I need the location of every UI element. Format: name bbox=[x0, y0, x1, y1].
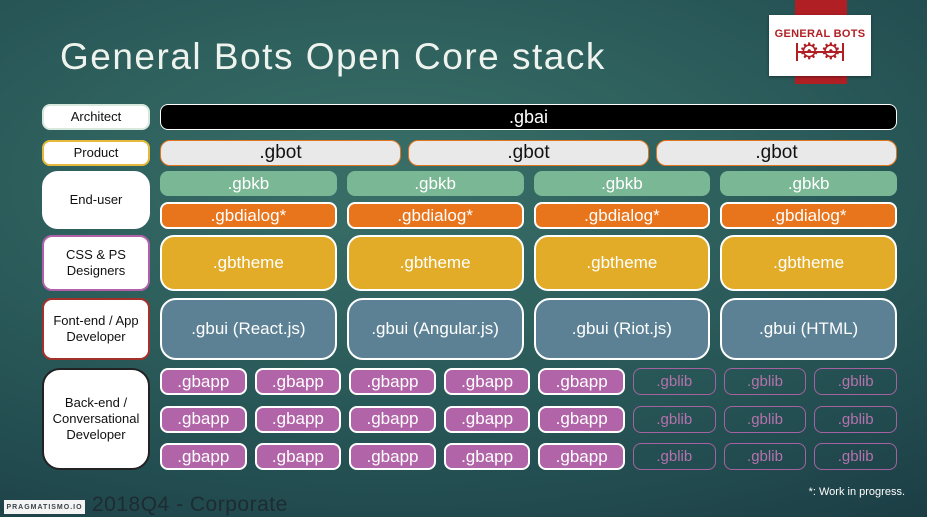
row-content-frontend-developer: .gbui (React.js) .gbui (Angular.js) .gbu… bbox=[160, 298, 897, 360]
gbapp-box: .gbapp bbox=[349, 368, 436, 395]
row-architect: Architect .gbai bbox=[42, 104, 897, 130]
gbkb-box: .gbkb bbox=[533, 171, 711, 196]
gbui-box: .gbui (HTML) bbox=[720, 298, 897, 360]
gear-icon: ⚙ bbox=[798, 38, 820, 65]
gbapp-box: .gbapp bbox=[349, 405, 436, 433]
gblib-box: .gblib bbox=[632, 443, 716, 470]
gbapp-box: .gbapp bbox=[254, 443, 342, 470]
row-frontend-developer: Font-end / App Developer .gbui (React.js… bbox=[42, 298, 897, 360]
row-content-enduser: .gbkb .gbkb .gbkb .gbkb .gbdialog* .gbdi… bbox=[160, 171, 897, 229]
gbkb-box: .gbkb bbox=[346, 171, 524, 196]
gbapp-box: .gbapp bbox=[254, 405, 342, 433]
row-product: Product .gbot .gbot .gbot bbox=[42, 140, 897, 166]
gbtheme-box: .gbtheme bbox=[346, 235, 524, 291]
gbui-box: .gbui (Angular.js) bbox=[346, 298, 524, 360]
gbapp-box: .gbapp bbox=[443, 405, 531, 433]
gbapp-box: .gbapp bbox=[538, 443, 625, 470]
work-in-progress-note: *: Work in progress. bbox=[808, 486, 905, 498]
gear-bar-right bbox=[842, 43, 845, 61]
gbapp-box: .gbapp bbox=[538, 368, 625, 395]
gblib-box: .gblib bbox=[814, 405, 897, 433]
gbapp-box: .gbapp bbox=[160, 443, 247, 470]
gbdialog-row: .gbdialog* .gbdialog* .gbdialog* .gbdial… bbox=[160, 202, 897, 229]
gbkb-box: .gbkb bbox=[160, 171, 337, 196]
gbapp-box: .gbapp bbox=[443, 443, 531, 470]
logo-text: GENERAL BOTS bbox=[774, 27, 866, 40]
gblib-box: .gblib bbox=[814, 443, 897, 470]
gblib-box: .gblib bbox=[723, 368, 807, 395]
general-bots-logo: GENERAL BOTS ⚙ ⚙ bbox=[769, 15, 871, 76]
gbtheme-box: .gbtheme bbox=[720, 235, 897, 291]
gbapp-box: .gbapp bbox=[443, 368, 531, 395]
gbdialog-box: .gbdialog* bbox=[533, 202, 711, 229]
row-label-enduser: End-user bbox=[42, 171, 150, 229]
row-label-css-designers: CSS & PS Designers bbox=[42, 235, 150, 291]
page-title: General Bots Open Core stack bbox=[60, 36, 606, 77]
gblib-box: .gblib bbox=[632, 368, 716, 395]
pragmatismo-logo: PRAGMATISMO.IO bbox=[4, 500, 85, 514]
gbtheme-box: .gbtheme bbox=[160, 235, 337, 291]
edition-label: 2018Q4 - Corporate bbox=[92, 493, 288, 516]
gbot-box: .gbot bbox=[160, 140, 401, 166]
row-label-product: Product bbox=[42, 140, 150, 166]
gbai-box: .gbai bbox=[160, 104, 897, 130]
backend-row: .gbapp .gbapp .gbapp .gbapp .gbapp .gbli… bbox=[160, 443, 897, 470]
row-content-css-designers: .gbtheme .gbtheme .gbtheme .gbtheme bbox=[160, 235, 897, 291]
row-content-architect: .gbai bbox=[160, 104, 897, 130]
gbapp-box: .gbapp bbox=[538, 405, 625, 433]
gears-icon: ⚙ ⚙ bbox=[795, 38, 845, 65]
row-css-designers: CSS & PS Designers .gbtheme .gbtheme .gb… bbox=[42, 235, 897, 291]
gbdialog-box: .gbdialog* bbox=[160, 202, 337, 229]
gbdialog-box: .gbdialog* bbox=[720, 202, 897, 229]
gbapp-box: .gbapp bbox=[349, 443, 436, 470]
backend-row: .gbapp .gbapp .gbapp .gbapp .gbapp .gbli… bbox=[160, 405, 897, 433]
gblib-box: .gblib bbox=[632, 405, 716, 433]
gblib-box: .gblib bbox=[814, 368, 897, 395]
gbui-box: .gbui (React.js) bbox=[160, 298, 337, 360]
row-backend-developer: Back-end / Conversational Developer .gba… bbox=[42, 368, 897, 470]
gbdialog-box: .gbdialog* bbox=[346, 202, 524, 229]
row-enduser: End-user .gbkb .gbkb .gbkb .gbkb .gbdial… bbox=[42, 171, 897, 229]
gbapp-box: .gbapp bbox=[160, 368, 247, 395]
gblib-box: .gblib bbox=[723, 405, 807, 433]
gbot-box: .gbot bbox=[656, 140, 897, 166]
row-content-product: .gbot .gbot .gbot bbox=[160, 140, 897, 166]
gear-bar-left bbox=[795, 43, 798, 61]
gbapp-box: .gbapp bbox=[160, 405, 247, 433]
gbapp-box: .gbapp bbox=[254, 368, 342, 395]
row-label-backend-developer: Back-end / Conversational Developer bbox=[42, 368, 150, 470]
row-content-backend-developer: .gbapp .gbapp .gbapp .gbapp .gbapp .gbli… bbox=[160, 368, 897, 470]
row-label-frontend-developer: Font-end / App Developer bbox=[42, 298, 150, 360]
backend-row: .gbapp .gbapp .gbapp .gbapp .gbapp .gbli… bbox=[160, 368, 897, 395]
gear-icon: ⚙ bbox=[820, 38, 842, 65]
gblib-box: .gblib bbox=[723, 443, 807, 470]
gbot-box: .gbot bbox=[408, 140, 649, 166]
gbtheme-box: .gbtheme bbox=[533, 235, 711, 291]
gbui-box: .gbui (Riot.js) bbox=[533, 298, 711, 360]
gbkb-row: .gbkb .gbkb .gbkb .gbkb bbox=[160, 171, 897, 196]
row-label-architect: Architect bbox=[42, 104, 150, 130]
gbkb-box: .gbkb bbox=[720, 171, 897, 196]
